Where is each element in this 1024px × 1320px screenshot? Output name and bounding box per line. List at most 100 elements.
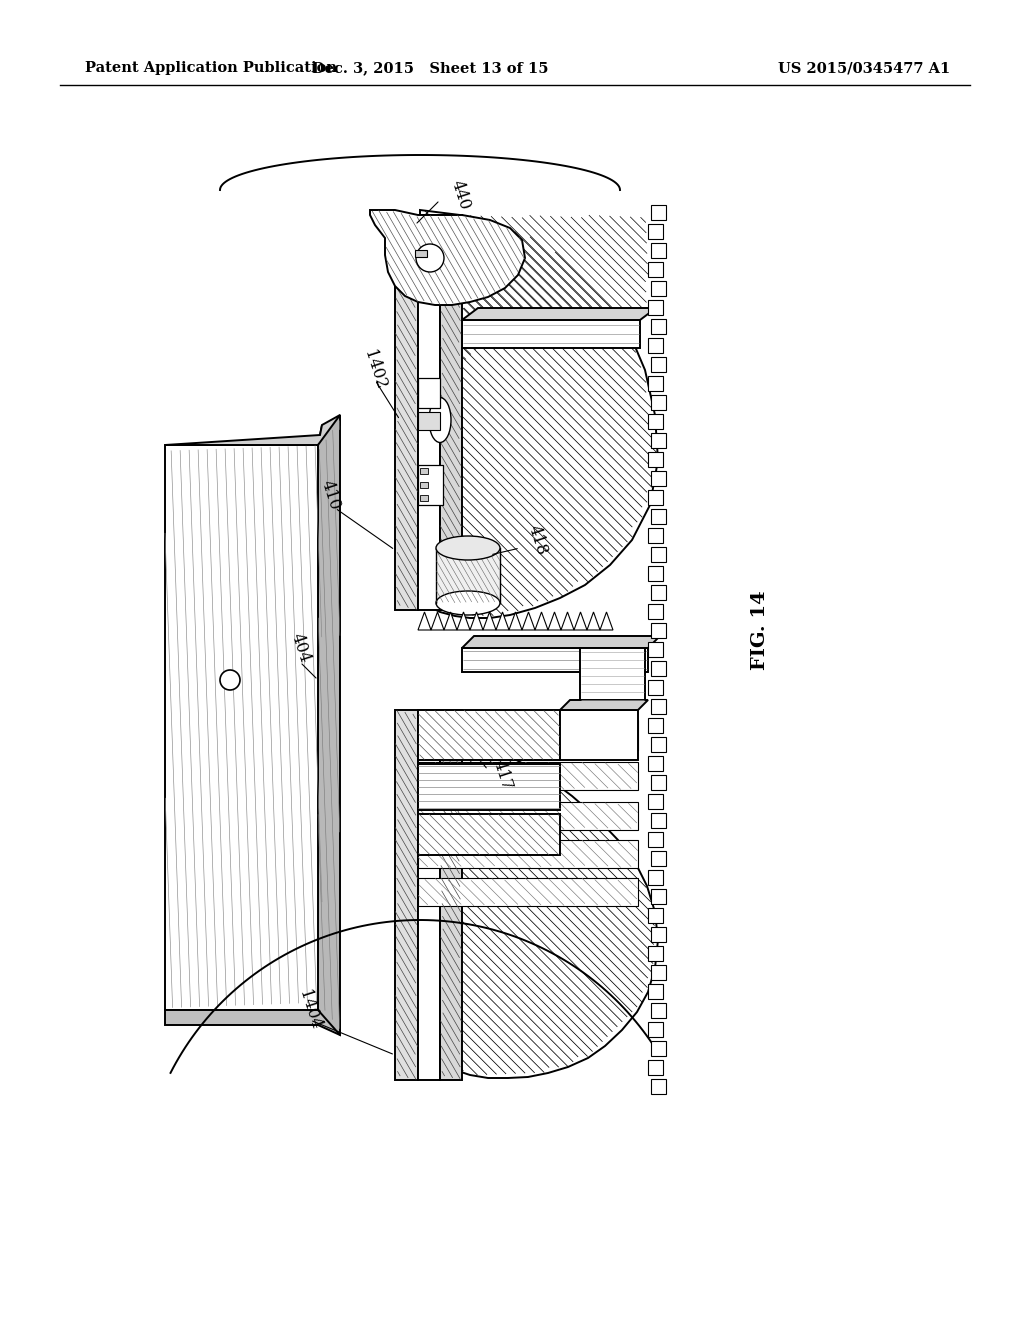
Text: FIG. 14: FIG. 14 — [751, 590, 769, 669]
Bar — [418, 465, 443, 506]
Bar — [651, 1041, 666, 1056]
Polygon shape — [165, 425, 322, 1010]
Polygon shape — [600, 612, 613, 630]
Polygon shape — [165, 414, 340, 445]
Bar — [651, 775, 666, 789]
Polygon shape — [395, 710, 418, 1080]
Bar — [651, 965, 666, 979]
Polygon shape — [418, 803, 638, 830]
Bar — [420, 495, 428, 502]
Bar — [648, 224, 663, 239]
Circle shape — [416, 244, 444, 272]
Bar — [648, 870, 663, 884]
Bar — [651, 661, 666, 676]
Bar — [648, 414, 663, 429]
Polygon shape — [535, 612, 548, 630]
Bar — [420, 469, 428, 474]
Text: Patent Application Publication: Patent Application Publication — [85, 61, 337, 75]
Polygon shape — [418, 612, 431, 630]
Text: 1402: 1402 — [360, 348, 389, 392]
Bar — [648, 300, 663, 315]
Polygon shape — [418, 215, 440, 610]
Bar — [651, 888, 666, 904]
Polygon shape — [587, 612, 600, 630]
Bar — [648, 946, 663, 961]
Text: 404: 404 — [288, 631, 313, 665]
Polygon shape — [560, 710, 638, 760]
Bar — [415, 249, 427, 257]
Circle shape — [220, 671, 240, 690]
Text: 417: 417 — [490, 758, 516, 792]
Bar — [651, 319, 666, 334]
Polygon shape — [165, 1010, 340, 1035]
Polygon shape — [318, 414, 340, 1035]
Polygon shape — [420, 210, 658, 618]
Bar — [651, 205, 666, 220]
Text: Dec. 3, 2015   Sheet 13 of 15: Dec. 3, 2015 Sheet 13 of 15 — [311, 61, 548, 75]
Bar — [648, 1060, 663, 1074]
Polygon shape — [496, 612, 509, 630]
Bar — [651, 585, 666, 601]
Ellipse shape — [429, 397, 451, 442]
Polygon shape — [370, 210, 525, 305]
Polygon shape — [418, 814, 560, 855]
Bar — [648, 832, 663, 847]
Bar — [648, 261, 663, 277]
Bar — [418, 378, 440, 408]
Text: 410: 410 — [318, 478, 344, 512]
Bar — [651, 927, 666, 942]
Bar — [648, 795, 663, 809]
Polygon shape — [444, 612, 457, 630]
Polygon shape — [418, 840, 638, 869]
Bar — [648, 642, 663, 657]
Bar — [651, 243, 666, 257]
Polygon shape — [522, 612, 535, 630]
Bar — [651, 395, 666, 411]
Bar — [648, 566, 663, 581]
Bar — [651, 546, 666, 562]
Bar — [648, 490, 663, 506]
Bar — [651, 1003, 666, 1018]
Text: US 2015/0345477 A1: US 2015/0345477 A1 — [778, 61, 950, 75]
Bar — [648, 451, 663, 467]
Polygon shape — [574, 612, 587, 630]
Polygon shape — [560, 700, 648, 710]
Polygon shape — [418, 762, 638, 789]
Bar — [651, 700, 666, 714]
Bar — [651, 813, 666, 828]
Bar — [648, 718, 663, 733]
Bar — [651, 433, 666, 447]
Polygon shape — [418, 878, 638, 906]
Ellipse shape — [436, 591, 500, 615]
Text: 440: 440 — [449, 178, 473, 213]
Bar — [648, 908, 663, 923]
Polygon shape — [470, 612, 483, 630]
Polygon shape — [420, 719, 658, 1078]
Bar — [436, 548, 500, 603]
Polygon shape — [548, 612, 561, 630]
Ellipse shape — [436, 536, 500, 560]
Text: 418: 418 — [525, 523, 551, 557]
Bar — [648, 528, 663, 543]
Polygon shape — [462, 636, 660, 648]
Polygon shape — [395, 215, 418, 610]
Polygon shape — [440, 710, 462, 1080]
Bar — [651, 356, 666, 372]
Polygon shape — [440, 215, 462, 610]
Bar — [648, 376, 663, 391]
Polygon shape — [431, 612, 444, 630]
Polygon shape — [462, 319, 640, 348]
Bar — [418, 412, 440, 430]
Bar — [651, 471, 666, 486]
Bar — [648, 1022, 663, 1038]
Bar — [648, 983, 663, 999]
Bar — [651, 1078, 666, 1094]
Polygon shape — [462, 648, 648, 672]
Bar — [651, 851, 666, 866]
Text: 1404: 1404 — [295, 989, 324, 1032]
Bar — [420, 482, 428, 488]
Polygon shape — [457, 612, 470, 630]
Polygon shape — [483, 612, 496, 630]
Polygon shape — [580, 648, 645, 704]
Bar — [648, 338, 663, 352]
